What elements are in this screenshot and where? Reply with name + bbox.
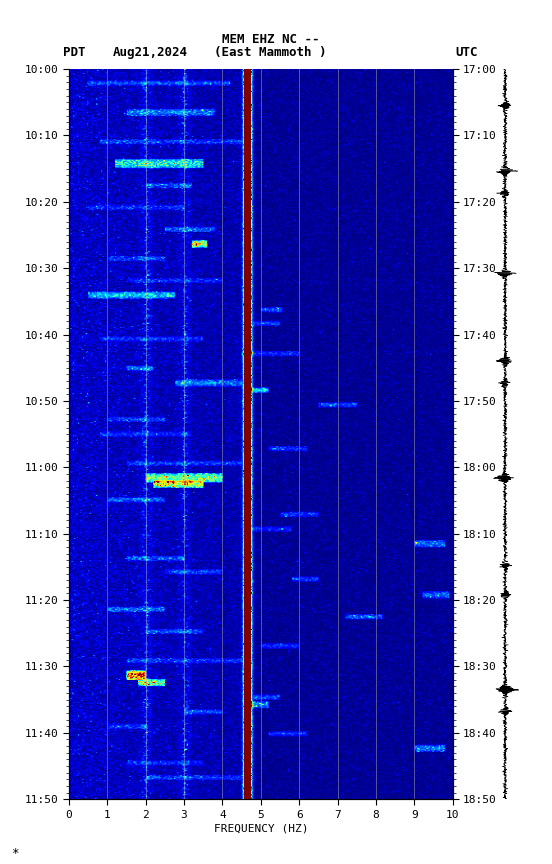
Text: (East Mammoth ): (East Mammoth ) xyxy=(214,46,327,59)
Text: *: * xyxy=(11,847,19,860)
Text: Aug21,2024: Aug21,2024 xyxy=(113,46,188,59)
Text: MEM EHZ NC --: MEM EHZ NC -- xyxy=(222,33,319,46)
Text: PDT: PDT xyxy=(63,46,86,59)
X-axis label: FREQUENCY (HZ): FREQUENCY (HZ) xyxy=(214,823,308,834)
Text: UTC: UTC xyxy=(455,46,478,59)
